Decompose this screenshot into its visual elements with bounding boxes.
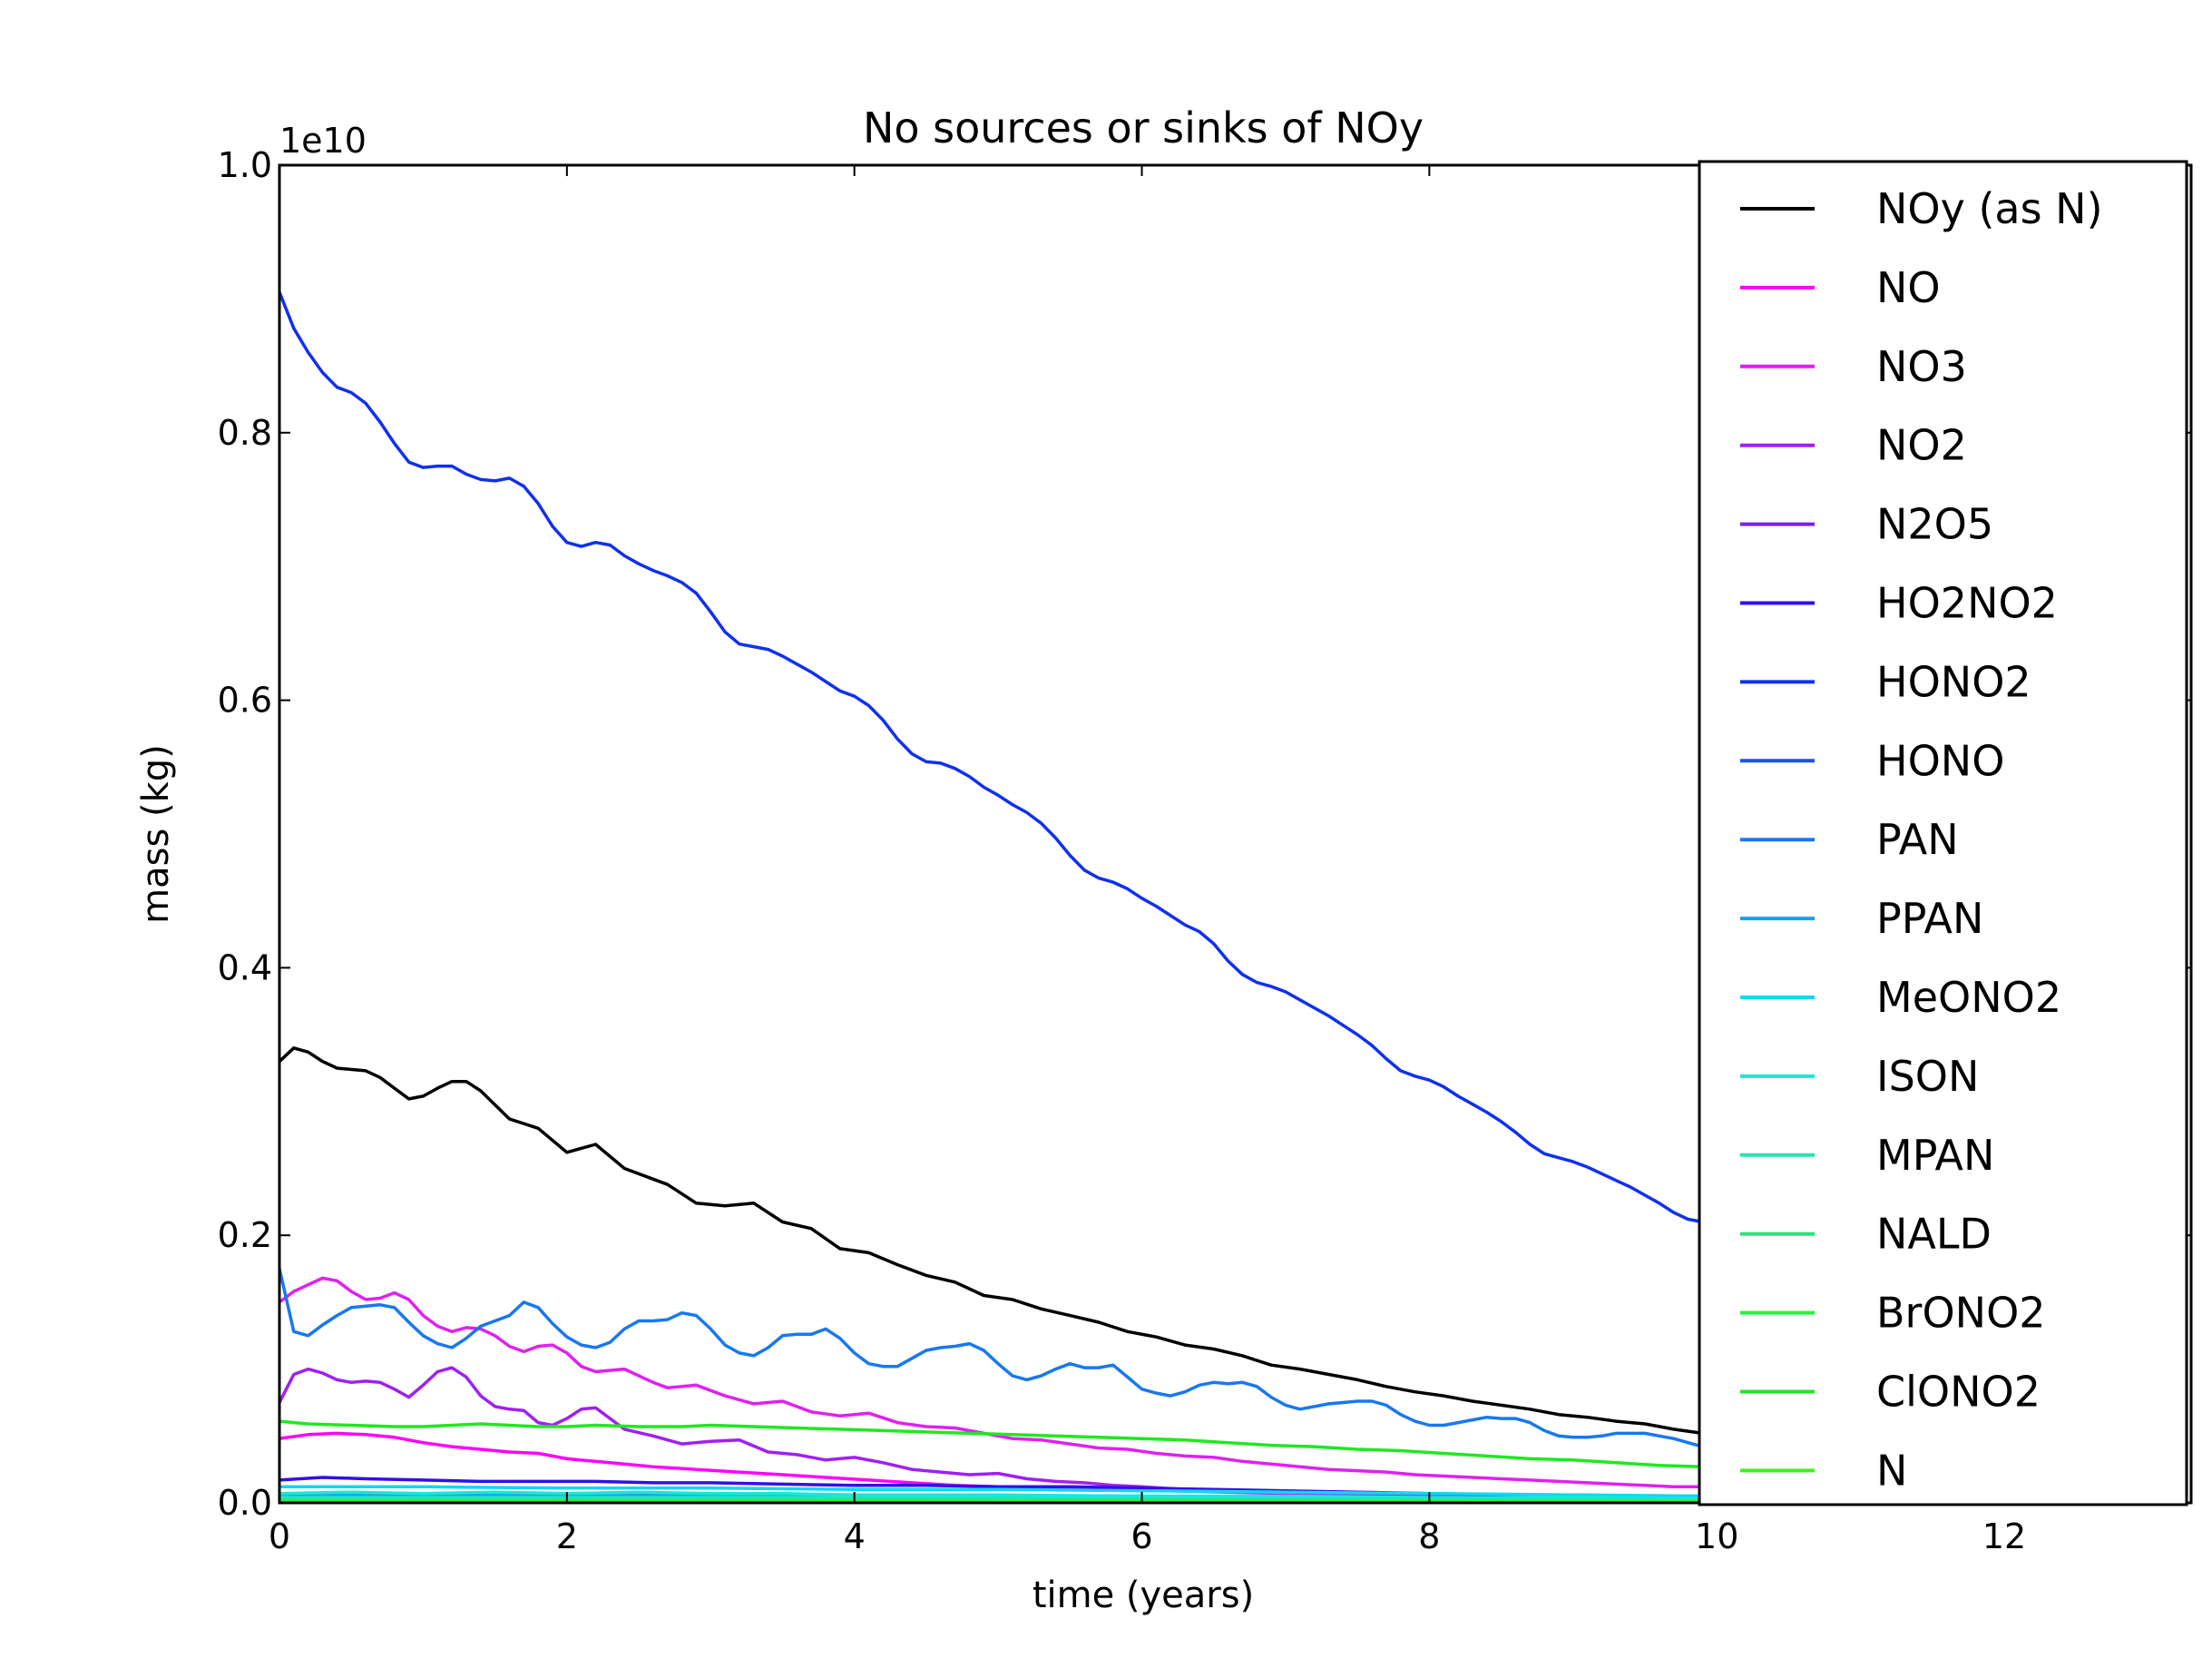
legend-label: MeONO2 <box>1876 973 2061 1022</box>
y-offset-label: 1e10 <box>279 121 367 161</box>
plot-frame <box>278 163 2193 1505</box>
legend-label: NO2 <box>1876 421 1967 470</box>
y-tick-label: 0.8 <box>218 413 272 453</box>
series-line-12 <box>279 1496 1718 1502</box>
y-tick-label: 0.4 <box>218 947 272 987</box>
legend-label: HONO <box>1876 736 2004 785</box>
x-axis-title: time (years) <box>1033 1575 1254 1616</box>
legend-label: PPAN <box>1876 894 1983 943</box>
series-line-2 <box>279 1276 1718 1489</box>
legend-label: HONO2 <box>1876 657 2031 706</box>
x-tick-label: 8 <box>1418 1516 1440 1556</box>
legend-label: NOy (as N) <box>1876 184 2103 233</box>
legend-label: HO2NO2 <box>1876 579 2058 628</box>
series-line-8 <box>279 1268 1718 1451</box>
series-line-10 <box>279 1485 1718 1498</box>
series-line-0 <box>279 1046 1718 1438</box>
legend-label: PAN <box>1876 815 1959 864</box>
legend-label: NO <box>1876 263 1941 312</box>
y-tick-label: 0.6 <box>218 681 272 721</box>
x-tick-label: 10 <box>1695 1516 1738 1556</box>
x-tick-label: 0 <box>269 1516 290 1556</box>
x-tick-label: 2 <box>556 1516 578 1556</box>
legend-label: ISON <box>1876 1052 1979 1101</box>
legend-label: NO3 <box>1876 342 1967 391</box>
y-tick-label: 0.0 <box>218 1483 272 1523</box>
legend-label: NALD <box>1876 1210 1992 1259</box>
x-tick-label: 12 <box>1982 1516 2026 1556</box>
series-line-6 <box>279 291 1847 1280</box>
legend: NOy (as N) NO NO3 NO2 N2O5 HO2NO2 HONO2 HONO PAN… <box>1698 160 2188 1506</box>
x-tick-label: 6 <box>1130 1516 1152 1556</box>
chart-title: No sources or sinks of NOy <box>863 103 1424 152</box>
legend-label: N <box>1876 1446 1907 1495</box>
series-line-15 <box>279 1419 1718 1470</box>
legend-label: MPAN <box>1876 1131 1994 1180</box>
legend-label: BrONO2 <box>1876 1289 2046 1338</box>
y-axis-title: mass (kg) <box>135 744 177 924</box>
y-tick-label: 0.2 <box>218 1215 272 1255</box>
x-axis: 0 2 4 6 8 10 12 <box>269 165 2026 1556</box>
legend-label: N2O5 <box>1876 500 1993 549</box>
legend-label: ClONO2 <box>1876 1368 2041 1417</box>
legend-box <box>1698 160 2188 1506</box>
x-tick-label: 4 <box>844 1516 866 1556</box>
series-line-11 <box>279 1490 1718 1501</box>
y-axis: 0.0 0.2 0.4 0.6 0.8 1.0 <box>218 145 2191 1523</box>
y-tick-label: 1.0 <box>218 145 272 185</box>
